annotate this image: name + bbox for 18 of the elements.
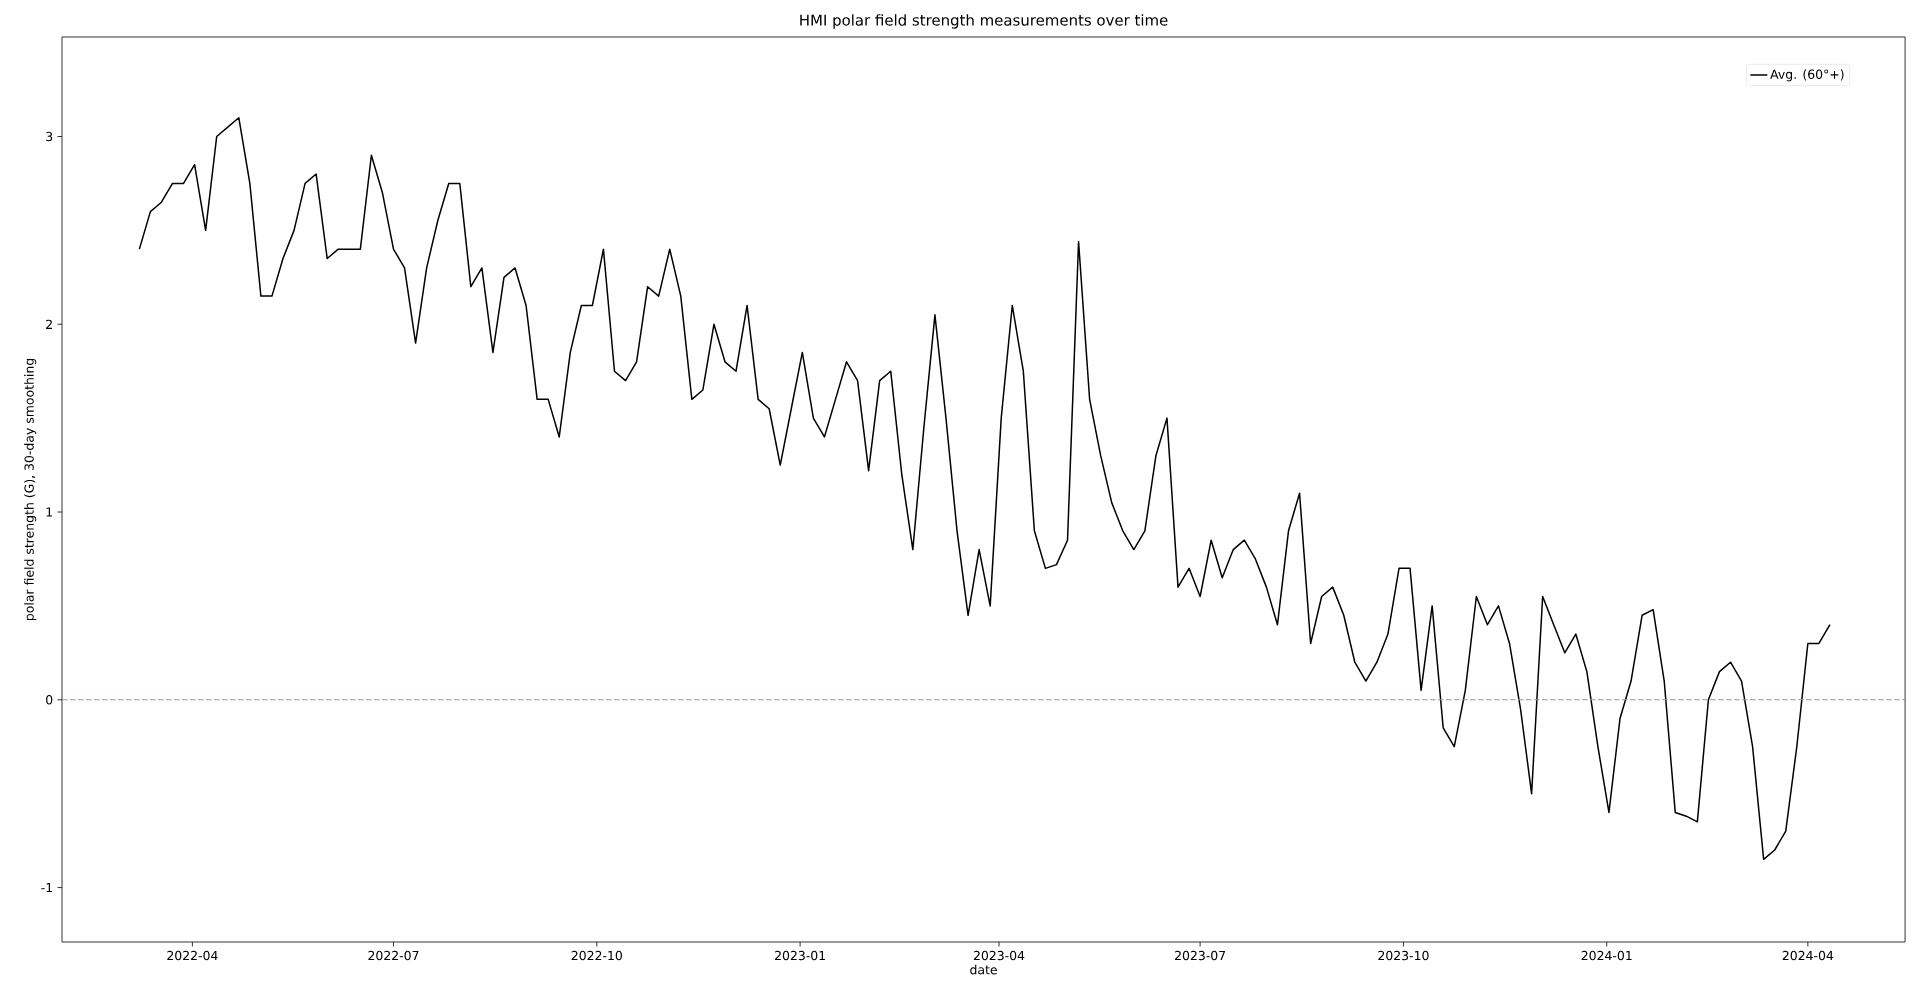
- y-tick-label: 0: [46, 695, 53, 705]
- x-tick-label: 2023-07: [1175, 950, 1226, 961]
- x-tick-label: 2022-04: [167, 950, 218, 961]
- x-tick-label: 2023-04: [973, 950, 1025, 961]
- x-tick-label: 2022-10: [571, 950, 622, 961]
- x-tick-label: 2022-07: [368, 950, 419, 961]
- y-tick-label: -1: [41, 883, 53, 893]
- x-tick-label: 2024-01: [1581, 950, 1632, 961]
- y-tick-label: 1: [46, 507, 53, 517]
- legend-label: Avg. (60°+): [1770, 69, 1844, 82]
- chart-title: HMI polar field strength measurements over time: [800, 14, 1168, 29]
- x-tick-label: 2024-04: [1782, 950, 1834, 961]
- y-tick-label: 2: [46, 319, 52, 329]
- x-axis-title: date: [970, 964, 997, 975]
- x-tick-label: 2023-10: [1378, 950, 1429, 961]
- y-axis-title: polar field strength (G), 30-day smoothing: [24, 358, 37, 621]
- y-tick-label: 3: [46, 131, 53, 142]
- x-tick-label: 2023-01: [775, 950, 825, 961]
